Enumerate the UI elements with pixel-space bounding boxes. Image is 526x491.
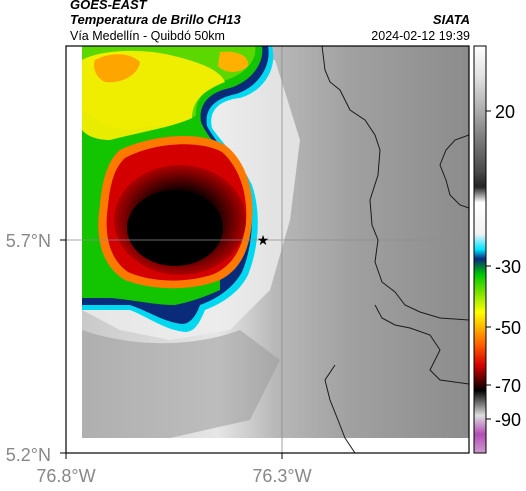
lon-tick-label: 76.3°W xyxy=(252,466,311,486)
colorbar-gradient xyxy=(474,46,486,453)
colorbar xyxy=(474,46,486,453)
product-title: Temperatura de Brillo CH13 xyxy=(70,12,241,27)
colorbar-tick-label: -30 xyxy=(495,257,521,277)
datetime-label: 2024-02-12 19:39 xyxy=(371,29,470,43)
lat-tick-label: 5.7°N xyxy=(6,231,51,251)
organization-label: SIATA xyxy=(432,12,470,27)
colorbar-tick-label: -50 xyxy=(495,318,521,338)
colorbar-tick-label: 20 xyxy=(495,102,515,122)
area-subtitle: Vía Medellín - Quibdó 50km xyxy=(70,29,225,43)
colorbar-tick-label: -70 xyxy=(495,376,521,396)
plot-frame xyxy=(65,45,470,454)
lon-tick-label: 76.8°W xyxy=(36,466,95,486)
colorbar-tick-label: -90 xyxy=(495,410,521,430)
lat-tick-label: 5.2°N xyxy=(6,445,51,465)
brightness-temperature-field xyxy=(66,46,469,453)
colorbar-ticks: 20 -30 -50 -70 -90 xyxy=(486,102,521,430)
colorbar-frame xyxy=(473,45,487,454)
satellite-title: GOES-EAST xyxy=(70,0,147,12)
location-star-icon: ★ xyxy=(257,233,270,249)
